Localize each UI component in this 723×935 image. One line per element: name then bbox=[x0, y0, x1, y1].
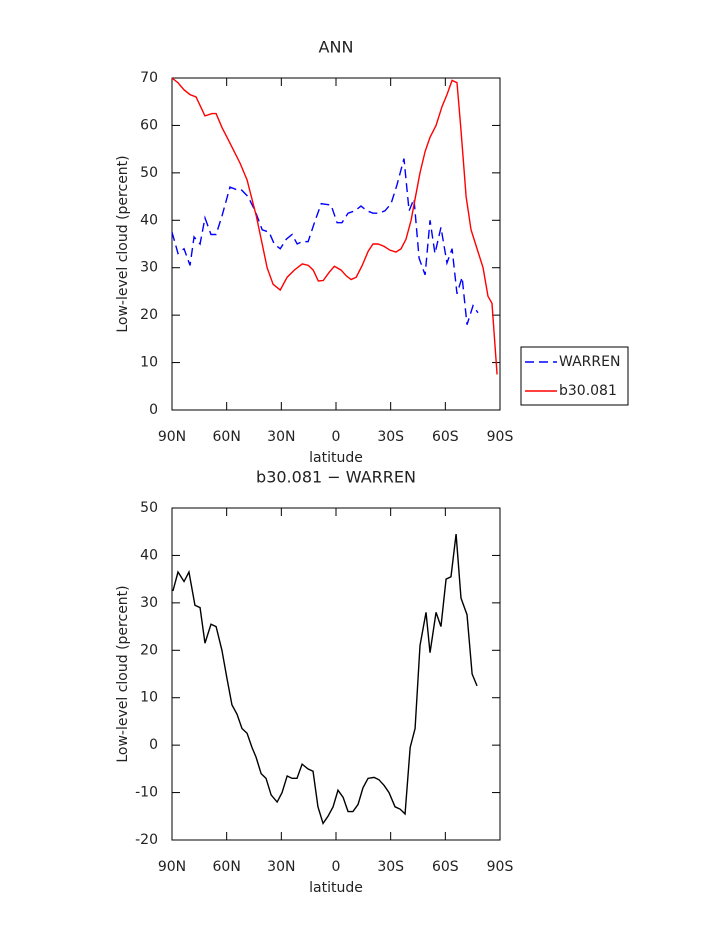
x-tick-label: 60S bbox=[432, 429, 459, 445]
y-tick-label: 50 bbox=[140, 165, 158, 181]
x-axis-label: latitude bbox=[309, 880, 363, 896]
x-tick-label: 0 bbox=[332, 429, 341, 445]
x-tick-label: 30N bbox=[267, 859, 295, 875]
x-tick-label: 90N bbox=[158, 859, 186, 875]
y-tick-label: 30 bbox=[140, 260, 158, 276]
y-tick-label: 40 bbox=[140, 212, 158, 228]
x-tick-label: 90S bbox=[487, 429, 514, 445]
x-tick-label: 90N bbox=[158, 429, 186, 445]
chart-panel: 90N 60N 30N 0 30S 60S 90S 0 10 20 30 40 50 60 70 ANN lat… bbox=[115, 38, 629, 466]
y-axis-label: Low-level cloud (percent) bbox=[115, 585, 131, 762]
x-tick-label: 60S bbox=[432, 859, 459, 875]
y-tick-label: 50 bbox=[140, 500, 158, 516]
x-tick-label: 0 bbox=[332, 859, 341, 875]
y-tick-label: -10 bbox=[135, 785, 158, 801]
y-tick-label: 0 bbox=[149, 402, 158, 418]
x-axis-label: latitude bbox=[309, 450, 363, 466]
x-tick-label: 90S bbox=[487, 859, 514, 875]
x-tick-label: 30S bbox=[377, 429, 404, 445]
plot-frame bbox=[171, 77, 501, 411]
legend-box bbox=[520, 346, 629, 406]
y-axis-label: Low-level cloud (percent) bbox=[115, 155, 131, 332]
data-line bbox=[171, 77, 498, 375]
data-line bbox=[172, 534, 478, 825]
plot-frame bbox=[171, 507, 501, 841]
x-tick-label: 30S bbox=[377, 859, 404, 875]
x-tick-label: 60N bbox=[213, 859, 241, 875]
y-tick-label: 0 bbox=[149, 737, 158, 753]
y-tick-label: 10 bbox=[140, 690, 158, 706]
x-tick-label: 60N bbox=[213, 429, 241, 445]
data-line bbox=[171, 158, 479, 325]
x-tick-label: 30N bbox=[267, 429, 295, 445]
legend-label: b30.081 bbox=[559, 383, 617, 399]
legend: WARREN b30.081 bbox=[520, 346, 629, 406]
chart-title: b30.081 − WARREN bbox=[256, 468, 416, 487]
y-tick-label: 40 bbox=[140, 547, 158, 563]
chart-title: ANN bbox=[319, 38, 354, 57]
y-tick-label: 20 bbox=[140, 642, 158, 658]
y-tick-label: 30 bbox=[140, 595, 158, 611]
chart-panel: 90N 60N 30N 0 30S 60S 90S -20 -10 0 10 20 30 40 50 b30.… bbox=[115, 468, 513, 897]
y-tick-label: 70 bbox=[140, 70, 158, 86]
legend-label: WARREN bbox=[559, 354, 620, 370]
y-tick-label: 10 bbox=[140, 355, 158, 371]
y-tick-label: 20 bbox=[140, 307, 158, 323]
y-tick-label: -20 bbox=[135, 832, 158, 848]
y-tick-label: 60 bbox=[140, 117, 158, 133]
